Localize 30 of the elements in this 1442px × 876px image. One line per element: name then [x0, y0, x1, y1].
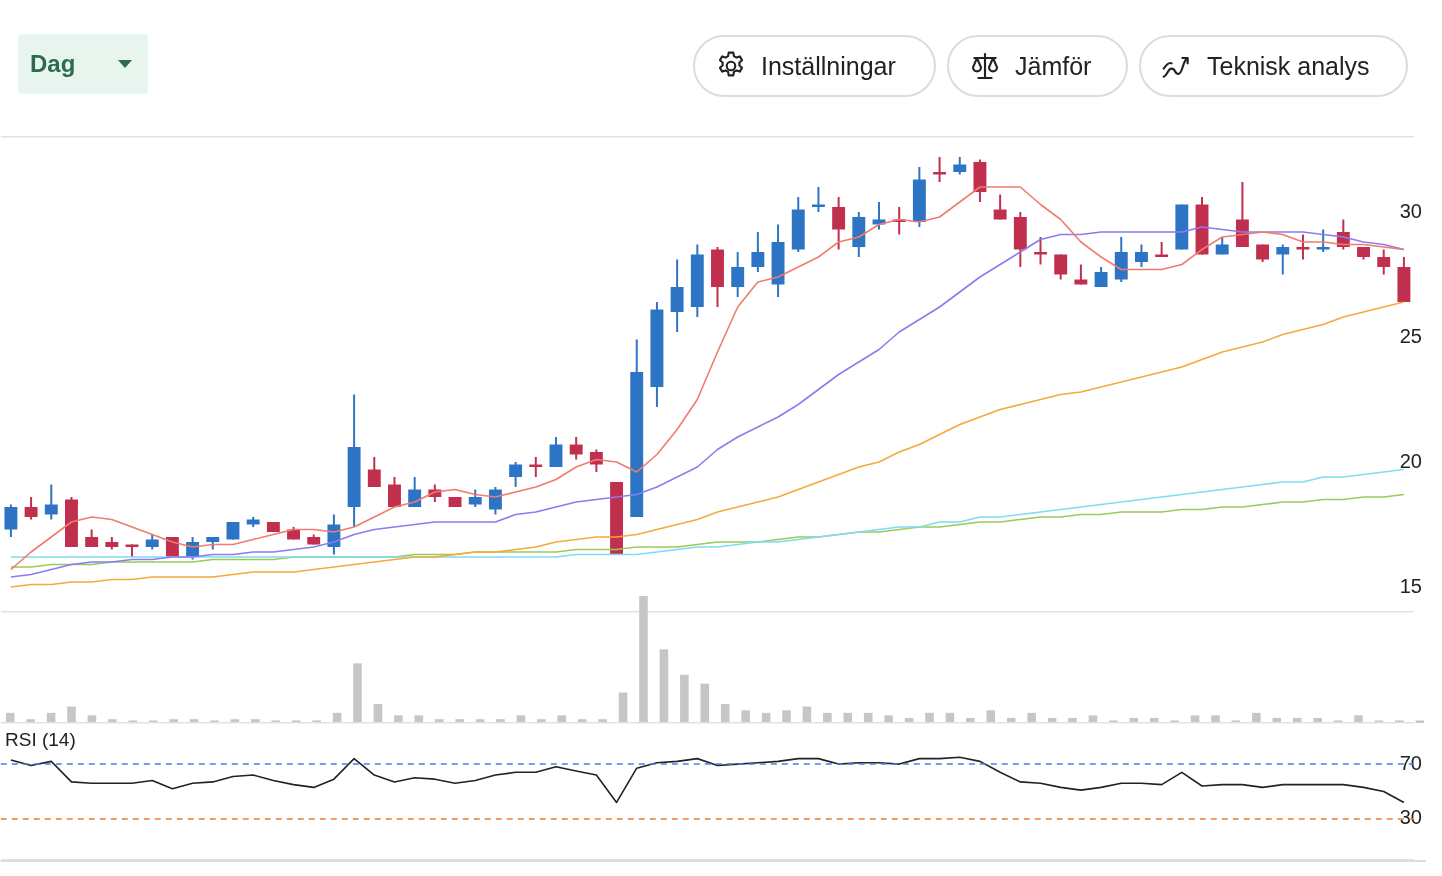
bar — [700, 683, 710, 723]
bar — [67, 706, 76, 723]
bar — [659, 649, 669, 723]
bar — [720, 703, 730, 723]
bar — [741, 710, 750, 723]
bar — [823, 712, 832, 723]
text: Dag — [30, 50, 76, 78]
bar — [1027, 712, 1036, 723]
y-tick-label: 20 — [1399, 449, 1422, 472]
y-tick-label: 25 — [1399, 324, 1422, 347]
bar — [986, 710, 996, 723]
bar — [1415, 720, 1425, 723]
text: Teknisk analys — [1207, 51, 1370, 81]
y-tick-label: 30 — [1399, 199, 1422, 222]
bar — [5, 712, 15, 723]
bar — [843, 712, 853, 723]
bar — [353, 663, 362, 723]
text: Jämför — [1015, 51, 1092, 81]
text: Inställningar — [761, 51, 896, 81]
bar — [639, 596, 648, 723]
chart-title: RSI (14) — [5, 729, 76, 751]
bar — [782, 710, 791, 723]
bar — [1252, 712, 1261, 723]
y-tick-label: 70 — [1399, 751, 1422, 774]
bar — [863, 712, 873, 723]
y-tick-label: 15 — [1399, 574, 1422, 597]
y-tick-label: 30 — [1399, 806, 1422, 829]
bar — [802, 706, 812, 723]
bar — [680, 674, 689, 723]
bar — [925, 712, 934, 723]
